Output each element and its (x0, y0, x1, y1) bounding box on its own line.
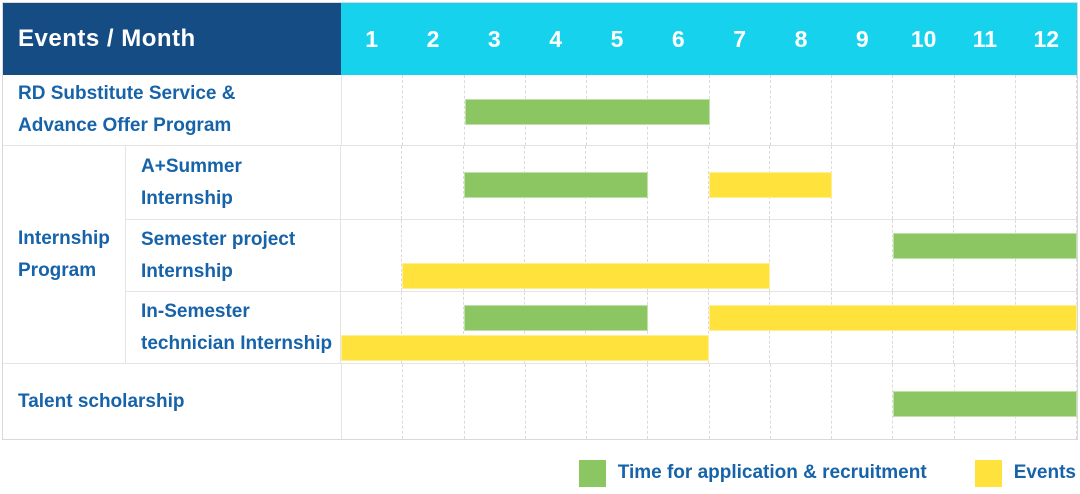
grid-cell (403, 364, 465, 439)
grid-cell (341, 292, 403, 363)
row-label-line: Program (18, 259, 97, 281)
grid-cell (586, 220, 648, 291)
row-label-talent-scholarship: Talent scholarship (3, 364, 341, 439)
timeline-track-in-semester-technician (340, 292, 1077, 363)
month-header-7: 7 (733, 25, 747, 52)
gantt-row-rd-substitute: RD Substitute Service & Advance Offer Pro… (3, 75, 1077, 145)
row-label-semester-project: Semester project Internship (126, 220, 340, 291)
group-subrows: A+Summer Internship Semester project Intern… (126, 146, 1077, 363)
grid-cell (587, 364, 649, 439)
grid-cell (770, 220, 832, 291)
grid-cell (465, 364, 526, 439)
gantt-bar-application (893, 390, 1077, 417)
grid-cell (709, 220, 771, 291)
application-legend-swatch (578, 459, 606, 487)
grid-cell (342, 364, 404, 439)
row-label-rd-substitute: RD Substitute Service & Advance Offer Pro… (3, 75, 341, 145)
grid-cell (648, 364, 710, 439)
events-legend-label: Events (1013, 462, 1076, 483)
row-label-a-plus-summer: A+Summer Internship (126, 146, 340, 219)
grid-cell (526, 364, 587, 439)
gantt-row-talent-scholarship: Talent scholarship (3, 363, 1077, 439)
gantt-bar-application (463, 305, 648, 331)
gantt-bar-application (463, 171, 648, 198)
gantt-bar-application (464, 99, 710, 125)
row-label-line: A+Summer (141, 155, 242, 177)
grid-cell (648, 220, 709, 291)
row-label-line: Advance Offer Program (18, 115, 232, 136)
gantt-bar-events (341, 335, 709, 361)
row-label-line: technician Internship (141, 332, 333, 354)
month-header-1: 1 (365, 25, 379, 52)
grid-cell (464, 220, 525, 291)
gantt-bar-application (893, 233, 1077, 259)
timeline-track-a-plus-summer (340, 146, 1077, 219)
events-month-header: Events / Month (3, 3, 341, 75)
gantt-row-semester-project: Semester project Internship (126, 219, 1077, 291)
grid-cell (832, 220, 893, 291)
gantt-body: RD Substitute Service & Advance Offer Pro… (3, 75, 1077, 439)
row-label-line: Semester project (141, 228, 296, 250)
grid-cell (341, 220, 403, 291)
month-header-5: 5 (610, 25, 624, 52)
grid-cell (955, 75, 1016, 145)
grid-cell (648, 292, 709, 363)
legend: Time for application & recruitment Event… (578, 458, 1076, 488)
timeline-track-rd-substitute (341, 75, 1077, 145)
gantt-row-a-plus-summer: A+Summer Internship (126, 146, 1077, 219)
month-header-3: 3 (487, 25, 501, 52)
grid-cell (402, 220, 464, 291)
row-label-line: Internship (18, 227, 110, 249)
gantt-row-in-semester-technician: In-Semester technician Internship (126, 291, 1077, 363)
grid-cell (710, 364, 771, 439)
header-row: Events / Month 1 2 3 4 5 6 7 8 9 10 11 12 (3, 3, 1077, 75)
row-label-line: Internship (141, 187, 233, 209)
grid-cell (525, 220, 587, 291)
gantt-bar-events (709, 305, 1077, 331)
grid-cell (648, 146, 709, 219)
timeline-track-semester-project (340, 220, 1077, 291)
application-legend-label: Time for application & recruitment (617, 462, 927, 483)
grid-cell (771, 364, 832, 439)
grid-cell (402, 146, 464, 219)
month-header-11: 11 (972, 25, 998, 52)
row-label-in-semester-technician: In-Semester technician Internship (126, 292, 340, 363)
gantt-bar-events (709, 171, 832, 198)
grid-cell (403, 75, 465, 145)
grid-cell (832, 364, 894, 439)
grid-cell (832, 75, 894, 145)
grid-cell (710, 75, 771, 145)
grid-cell (832, 146, 893, 219)
month-header-8: 8 (794, 25, 808, 52)
row-label-line: RD Substitute Service & (18, 83, 236, 104)
grid-cell (771, 75, 832, 145)
grid-cell (341, 146, 403, 219)
gantt-bar-events (402, 263, 771, 289)
month-header-10: 10 (910, 25, 937, 52)
month-header-12: 12 (1033, 25, 1060, 52)
month-header-6: 6 (671, 25, 685, 52)
row-label-line: In-Semester (141, 300, 250, 322)
month-header-9: 9 (855, 25, 869, 52)
row-label-line: Talent scholarship (18, 390, 185, 412)
grid-cell (893, 75, 955, 145)
grid-cell (1016, 146, 1077, 219)
grid-cell (1016, 75, 1077, 145)
events-legend-swatch (974, 459, 1002, 487)
grid-cell (342, 75, 404, 145)
month-header-2: 2 (426, 25, 440, 52)
month-header-row: 1 2 3 4 5 6 7 8 9 10 11 12 (341, 3, 1077, 75)
gantt-group-internship-program: Internship Program A+Summer Internship Semes… (3, 145, 1077, 363)
timeline-track-talent-scholarship (341, 364, 1077, 439)
month-header-4: 4 (549, 25, 563, 52)
group-label-internship-program: Internship Program (3, 146, 126, 363)
grid-cell (402, 292, 464, 363)
grid-cell (893, 146, 955, 219)
grid-cell (954, 146, 1016, 219)
gantt-table: Events / Month 1 2 3 4 5 6 7 8 9 10 11 12 RD Substi… (2, 2, 1078, 440)
row-label-line: Internship (141, 260, 233, 282)
